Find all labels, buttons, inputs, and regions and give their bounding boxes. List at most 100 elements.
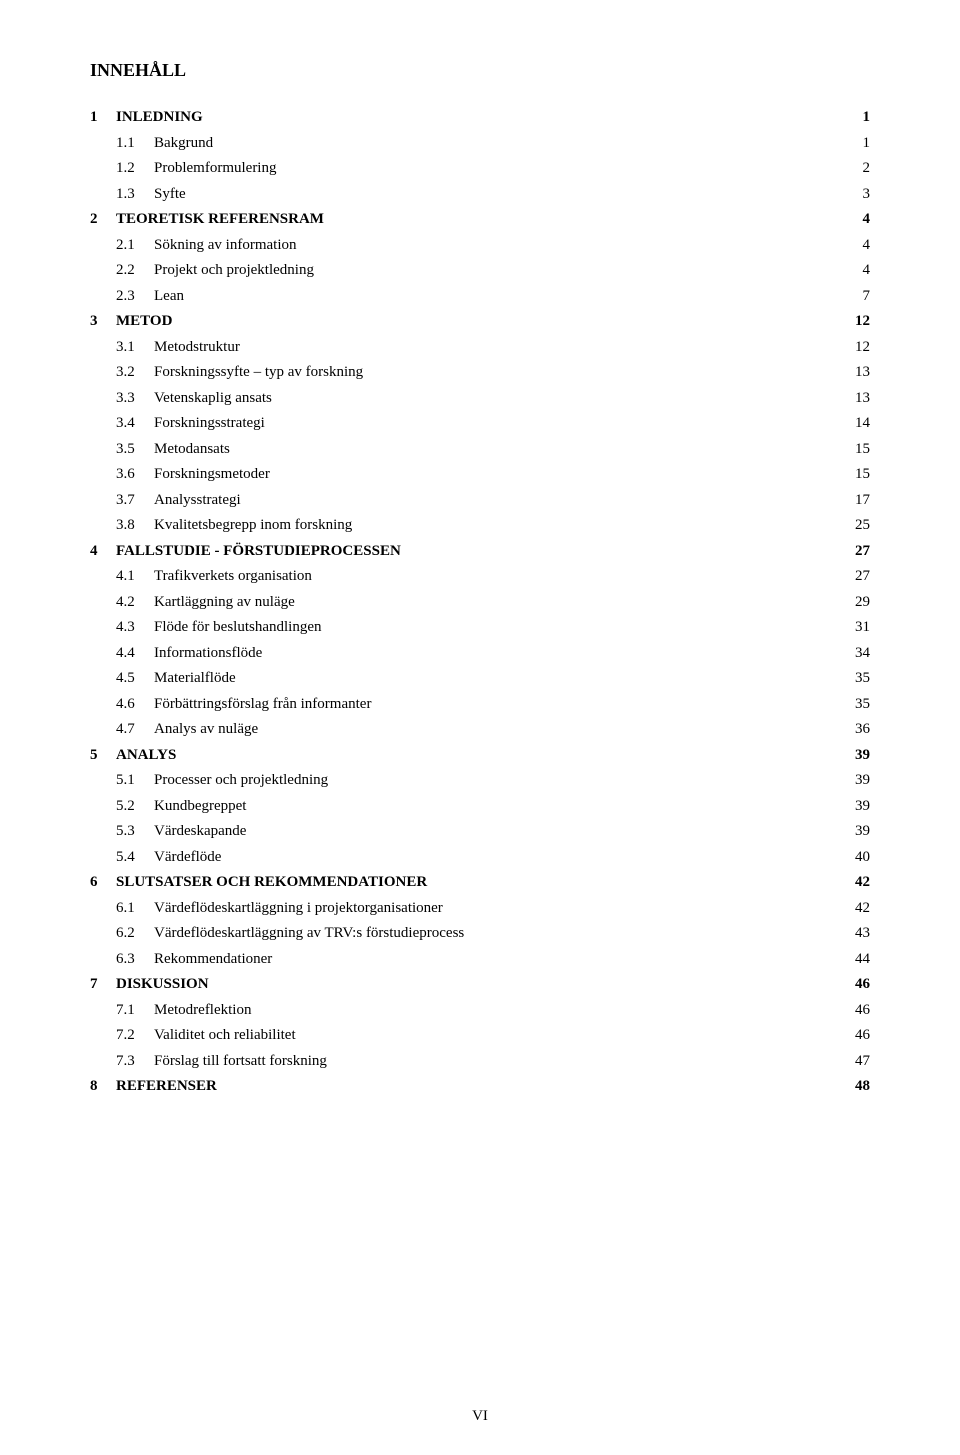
toc-entry: 4.2Kartläggning av nuläge29 <box>90 590 870 616</box>
toc-container: 1INLEDNING11.1Bakgrund11.2Problemformule… <box>90 105 870 1100</box>
toc-entry-label: Metodstruktur <box>154 335 240 361</box>
toc-entry-label: REFERENSER <box>116 1074 217 1100</box>
toc-entry-number: 4 <box>90 539 116 565</box>
toc-entry: 4.3Flöde för beslutshandlingen31 <box>90 615 870 641</box>
toc-entry-page: 39 <box>846 794 870 820</box>
toc-entry-number: 3.7 <box>116 488 154 514</box>
toc-entry-number: 3.4 <box>116 411 154 437</box>
toc-entry-page: 13 <box>846 386 870 412</box>
toc-entry-number: 1.2 <box>116 156 154 182</box>
toc-entry: 7.2Validitet och reliabilitet46 <box>90 1023 870 1049</box>
toc-entry-page: 13 <box>846 360 870 386</box>
toc-entry-label: Metodreflektion <box>154 998 251 1024</box>
toc-entry-number: 5.1 <box>116 768 154 794</box>
toc-entry-number: 4.3 <box>116 615 154 641</box>
toc-entry-label: Kvalitetsbegrepp inom forskning <box>154 513 352 539</box>
toc-entry-page: 42 <box>846 870 870 896</box>
toc-entry: 6.3Rekommendationer 44 <box>90 947 870 973</box>
toc-entry: 2.3Lean7 <box>90 284 870 310</box>
toc-entry-page: 12 <box>846 309 870 335</box>
toc-entry-number: 7.3 <box>116 1049 154 1075</box>
toc-entry-page: 34 <box>846 641 870 667</box>
toc-entry: 3.5Metodansats 15 <box>90 437 870 463</box>
toc-entry-page: 48 <box>846 1074 870 1100</box>
toc-entry: 4.5Materialflöde 35 <box>90 666 870 692</box>
toc-entry-label: Metodansats <box>154 437 230 463</box>
toc-entry-page: 31 <box>846 615 870 641</box>
toc-entry-label: Värdeflödeskartläggning i projektorganis… <box>154 896 443 922</box>
toc-entry-number: 4.6 <box>116 692 154 718</box>
toc-entry-page: 4 <box>846 207 870 233</box>
toc-entry-number: 3.6 <box>116 462 154 488</box>
toc-entry-page: 3 <box>846 182 870 208</box>
toc-entry-label: Värdeflödeskartläggning av TRV:s förstud… <box>154 921 464 947</box>
toc-entry-label: Analysstrategi <box>154 488 241 514</box>
toc-entry-label: Sökning av information <box>154 233 297 259</box>
toc-entry-page: 15 <box>846 437 870 463</box>
toc-entry-number: 7.1 <box>116 998 154 1024</box>
toc-entry-label: Informationsflöde <box>154 641 262 667</box>
toc-entry-page: 42 <box>846 896 870 922</box>
toc-entry: 4.6Förbättringsförslag från informanter3… <box>90 692 870 718</box>
toc-entry-label: METOD <box>116 309 172 335</box>
toc-entry: 6SLUTSATSER OCH REKOMMENDATIONER 42 <box>90 870 870 896</box>
toc-entry: 5.2Kundbegreppet39 <box>90 794 870 820</box>
toc-entry-label: ANALYS <box>116 743 176 769</box>
toc-entry-label: FALLSTUDIE - FÖRSTUDIEPROCESSEN <box>116 539 401 565</box>
toc-entry-number: 2 <box>90 207 116 233</box>
toc-entry: 4.4Informationsflöde34 <box>90 641 870 667</box>
toc-entry-page: 1 <box>846 131 870 157</box>
toc-entry: 3.3Vetenskaplig ansats 13 <box>90 386 870 412</box>
toc-entry-page: 35 <box>846 666 870 692</box>
toc-entry-number: 4.5 <box>116 666 154 692</box>
toc-entry-number: 7 <box>90 972 116 998</box>
toc-entry-number: 3 <box>90 309 116 335</box>
toc-entry-page: 47 <box>846 1049 870 1075</box>
toc-entry-label: Värdeskapande <box>154 819 246 845</box>
toc-entry-number: 6.1 <box>116 896 154 922</box>
toc-entry-label: Materialflöde <box>154 666 236 692</box>
toc-entry-page: 4 <box>846 233 870 259</box>
toc-entry-number: 3.3 <box>116 386 154 412</box>
toc-entry: 1.3Syfte 3 <box>90 182 870 208</box>
toc-entry-label: Förbättringsförslag från informanter <box>154 692 371 718</box>
toc-entry-label: Forskningsmetoder <box>154 462 270 488</box>
toc-entry-label: Rekommendationer <box>154 947 272 973</box>
toc-entry-label: Värdeflöde <box>154 845 221 871</box>
toc-entry: 5.1Processer och projektledning 39 <box>90 768 870 794</box>
toc-entry-page: 39 <box>846 768 870 794</box>
toc-entry-number: 3.2 <box>116 360 154 386</box>
toc-entry-page: 27 <box>846 539 870 565</box>
toc-entry: 1.1Bakgrund 1 <box>90 131 870 157</box>
toc-entry: 4.1Trafikverkets organisation27 <box>90 564 870 590</box>
toc-entry-label: Kartläggning av nuläge <box>154 590 295 616</box>
toc-entry-number: 1.1 <box>116 131 154 157</box>
toc-entry-page: 43 <box>846 921 870 947</box>
toc-entry-page: 44 <box>846 947 870 973</box>
toc-entry-number: 3.8 <box>116 513 154 539</box>
page-number: VI <box>0 1408 960 1425</box>
toc-entry: 1.2Problemformulering2 <box>90 156 870 182</box>
toc-entry: 3.7Analysstrategi17 <box>90 488 870 514</box>
toc-entry-label: Syfte <box>154 182 186 208</box>
toc-entry: 8REFERENSER 48 <box>90 1074 870 1100</box>
toc-entry-page: 25 <box>846 513 870 539</box>
toc-entry-number: 6 <box>90 870 116 896</box>
toc-entry: 7DISKUSSION46 <box>90 972 870 998</box>
toc-entry-number: 6.3 <box>116 947 154 973</box>
toc-entry-label: Förslag till fortsatt forskning <box>154 1049 327 1075</box>
toc-entry-label: SLUTSATSER OCH REKOMMENDATIONER <box>116 870 427 896</box>
toc-entry-number: 2.3 <box>116 284 154 310</box>
toc-entry-label: Forskningsstrategi <box>154 411 265 437</box>
doc-title: INNEHÅLL <box>90 60 870 81</box>
toc-entry-number: 1.3 <box>116 182 154 208</box>
toc-entry-number: 8 <box>90 1074 116 1100</box>
toc-entry-page: 39 <box>846 743 870 769</box>
toc-entry-number: 4.2 <box>116 590 154 616</box>
toc-entry-number: 3.5 <box>116 437 154 463</box>
toc-entry-label: Processer och projektledning <box>154 768 328 794</box>
toc-entry: 4FALLSTUDIE - FÖRSTUDIEPROCESSEN 27 <box>90 539 870 565</box>
toc-entry-label: DISKUSSION <box>116 972 209 998</box>
toc-entry-label: Bakgrund <box>154 131 213 157</box>
toc-entry-label: Vetenskaplig ansats <box>154 386 272 412</box>
